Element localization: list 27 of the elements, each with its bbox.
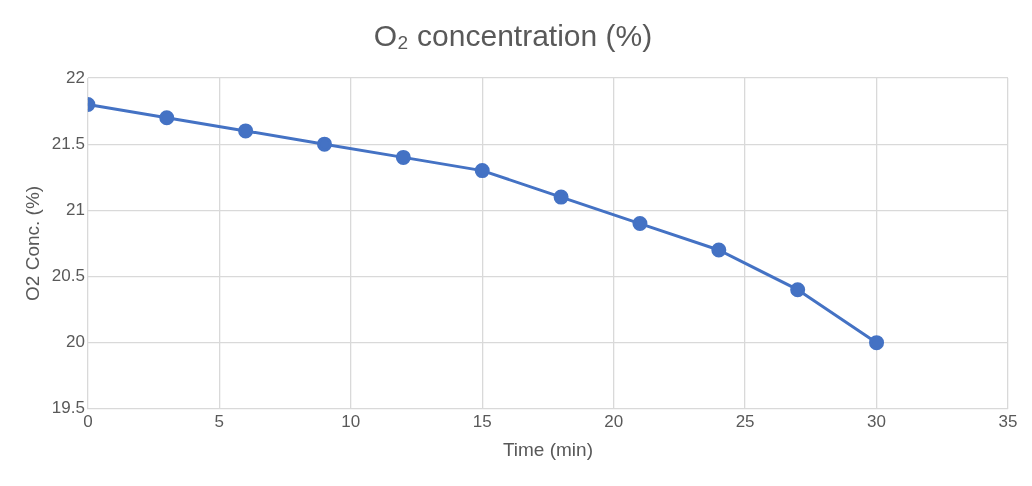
x-tick-label: 30 [867,411,887,431]
y-tick-label: 21.5 [51,133,85,153]
point [632,216,648,232]
y-tick-label: 20.5 [51,266,85,286]
y-tick-label: 20 [65,332,85,352]
y-tick-label: 21 [65,200,85,220]
chart-title: O₂ concentration (%) [373,19,653,53]
x-tick-label: 20 [604,411,624,431]
x-tick-label: 10 [341,411,361,431]
point [869,335,885,351]
point [711,242,727,258]
x-tick-label: 35 [998,411,1018,431]
point [553,189,569,205]
x-axis-title: Time (min) [502,438,593,460]
point [238,123,254,139]
point [474,163,490,179]
point [316,136,332,152]
y-tick-label: 22 [65,67,85,87]
y-tick-label: 19.5 [51,398,85,418]
point [159,110,175,126]
x-tick-label: 15 [472,411,492,431]
x-tick-label: 0 [83,411,93,431]
y-axis-title: O2 Conc. (%) [21,185,43,301]
point [790,282,806,298]
x-tick-label: 25 [735,411,755,431]
point [395,149,411,165]
x-tick-label: 5 [214,411,225,431]
